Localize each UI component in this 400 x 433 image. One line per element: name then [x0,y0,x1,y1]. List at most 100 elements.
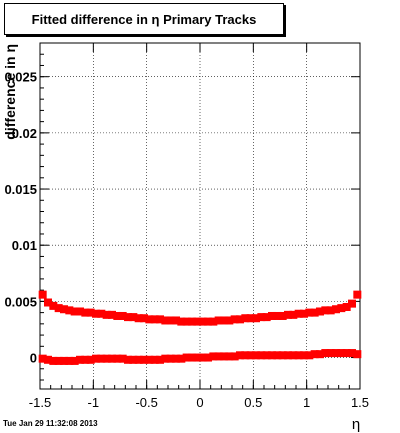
data-point [273,311,282,320]
data-point [241,351,250,360]
data-point [134,355,143,364]
data-point [289,351,298,360]
data-point [161,316,170,325]
data-point [182,353,191,362]
footer-timestamp: Tue Jan 29 11:32:08 2013 [3,419,98,428]
data-point [273,351,282,360]
data-point [262,313,271,322]
data-point [300,309,308,318]
data-point [129,313,138,322]
data-point [156,355,164,364]
x-tick-label: 0.5 [244,395,262,410]
x-tick-label: -0.5 [135,395,157,410]
data-point [102,354,111,363]
data-point [294,351,303,360]
data-point [134,314,143,323]
data-point [268,351,276,360]
data-point [188,353,196,362]
data-point [246,314,255,323]
data-point [129,355,138,364]
data-point [49,301,58,310]
data-point [348,299,356,308]
data-point [108,310,116,319]
y-axis-label: difference in η [2,44,18,140]
data-point [305,308,314,317]
data-point [257,313,266,322]
data-points [38,290,362,365]
data-point [140,314,148,323]
data-point [156,315,164,324]
data-point [65,356,74,365]
data-point [86,308,95,317]
data-point [284,310,292,319]
data-point [65,306,74,315]
data-point [44,298,52,307]
x-tick-label: -1.5 [29,395,51,410]
data-point [124,355,132,364]
y-tick-label: 0.015 [4,182,37,197]
data-point [220,352,228,361]
data-point [198,317,207,326]
data-point [54,356,63,365]
y-tick-label: 0.02 [12,126,37,141]
x-tick-label: -1 [88,395,100,410]
data-point [257,351,266,360]
data-point [241,314,250,323]
data-point [353,350,362,359]
data-point [177,317,186,326]
data-point [342,349,351,358]
data-point [193,317,202,326]
data-point [177,354,186,363]
data-point [118,354,127,363]
data-point [225,352,234,361]
data-point [60,356,68,365]
data-point [268,311,276,320]
data-point [49,356,58,365]
data-point [145,315,154,324]
data-point [332,349,340,358]
data-point [310,308,319,317]
x-tick-label: 1 [303,395,310,410]
data-point [97,354,106,363]
data-point [204,317,212,326]
data-point [166,354,175,363]
data-point [182,317,191,326]
data-point [230,315,239,324]
data-point [294,309,303,318]
data-point [172,354,180,363]
data-point [81,355,90,364]
data-point [70,307,79,316]
data-point [246,351,255,360]
data-point [86,355,95,364]
data-point [204,353,212,362]
data-point [321,306,330,315]
data-point [230,352,239,361]
data-point [310,350,319,359]
data-point [262,351,271,360]
data-point [337,304,346,313]
data-point [236,351,244,360]
data-point [118,311,127,320]
data-point [337,349,346,358]
data-point [44,355,52,364]
data-point [252,314,260,323]
data-point [289,310,298,319]
data-point [38,354,47,363]
data-point [102,310,111,319]
data-point [92,309,100,318]
data-point [150,315,159,324]
data-point [305,351,314,360]
data-point [214,352,223,361]
data-point [225,316,234,325]
data-point [113,311,122,320]
data-point [332,305,340,314]
data-point [54,304,63,313]
data-point [326,349,335,358]
data-point [97,309,106,318]
data-point [342,302,351,311]
data-point [76,307,84,316]
data-point [252,351,260,360]
data-point [145,355,154,364]
data-point [284,351,292,360]
